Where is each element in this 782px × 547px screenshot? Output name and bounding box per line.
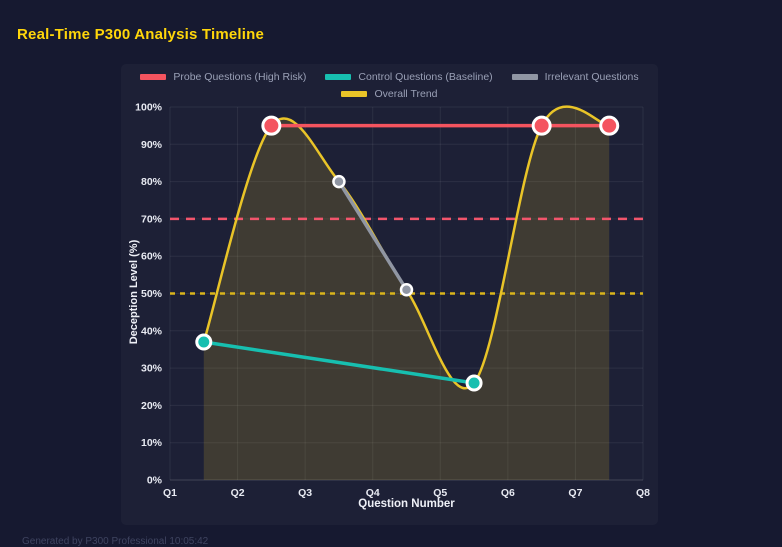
svg-text:Q2: Q2	[231, 487, 245, 499]
svg-text:40%: 40%	[141, 325, 163, 337]
y-axis-title: Deception Level (%)	[128, 239, 140, 345]
svg-text:0%: 0%	[147, 475, 163, 487]
svg-text:Q8: Q8	[636, 487, 650, 499]
control-legend-swatch-icon	[325, 74, 352, 80]
svg-text:70%: 70%	[141, 213, 163, 225]
data-point[interactable]	[195, 333, 213, 351]
svg-text:50%: 50%	[141, 288, 163, 300]
threshold-lines	[170, 217, 643, 295]
probe-legend-swatch-icon	[140, 74, 167, 80]
legend-label: Probe Questions (High Risk)	[173, 71, 307, 83]
data-point[interactable]	[599, 115, 620, 136]
legend-item-irrelevant-questions[interactable]: Irrelevant Questions	[511, 71, 639, 83]
svg-text:Q7: Q7	[568, 487, 582, 499]
legend-item-control-questions[interactable]: Control Questions (Baseline)	[325, 71, 493, 83]
legend-item-probe-questions[interactable]: Probe Questions (High Risk)	[140, 71, 306, 83]
svg-text:Q5: Q5	[433, 487, 447, 499]
svg-text:Q6: Q6	[501, 487, 515, 499]
data-point[interactable]	[261, 115, 282, 136]
svg-text:Q3: Q3	[298, 487, 312, 499]
axis-tick-labels: 0% 10% 20% 30% 40% 50% 60% 70% 80% 90% 100% Q1 Q2 Q3 Q…	[135, 102, 650, 500]
legend-row-1: Probe Questions (High Risk) Control Ques…	[121, 71, 658, 83]
data-point[interactable]	[465, 374, 483, 392]
svg-text:30%: 30%	[141, 363, 163, 375]
series-line-1	[202, 340, 476, 385]
irrelevant-legend-swatch-icon	[511, 74, 538, 80]
legend-row-2: Overall Trend	[121, 88, 658, 100]
svg-text:80%: 80%	[141, 176, 163, 188]
series-points-0[interactable]	[261, 115, 620, 136]
series-points-1[interactable]	[195, 333, 483, 392]
legend-label: Overall Trend	[374, 88, 438, 100]
svg-text:10%: 10%	[141, 437, 163, 449]
svg-text:20%: 20%	[141, 400, 163, 412]
legend-label: Control Questions (Baseline)	[358, 71, 493, 83]
series-points-2[interactable]	[332, 174, 414, 297]
svg-text:100%: 100%	[135, 102, 163, 114]
svg-text:60%: 60%	[141, 251, 163, 263]
chart-panel: Probe Questions (High Risk) Control Ques…	[121, 64, 658, 525]
series-line-2	[337, 179, 409, 292]
data-point[interactable]	[332, 174, 346, 189]
trend-legend-swatch-icon	[341, 91, 368, 97]
svg-text:90%: 90%	[141, 139, 163, 151]
page-title: Real-Time P300 Analysis Timeline	[17, 26, 265, 43]
svg-text:Q4: Q4	[366, 487, 380, 499]
data-point[interactable]	[531, 115, 552, 136]
legend-item-overall-trend[interactable]: Overall Trend	[341, 88, 438, 100]
svg-text:Q1: Q1	[163, 487, 177, 499]
legend-label: Irrelevant Questions	[544, 71, 639, 83]
footer-note: Generated by P300 Professional 10:05:42	[22, 536, 209, 547]
x-axis-title: Question Number	[358, 498, 455, 510]
chart-canvas: 0% 10% 20% 30% 40% 50% 60% 70% 80% 90% 100% Q1 Q2 Q3 Q…	[135, 102, 650, 500]
data-point[interactable]	[399, 283, 414, 297]
